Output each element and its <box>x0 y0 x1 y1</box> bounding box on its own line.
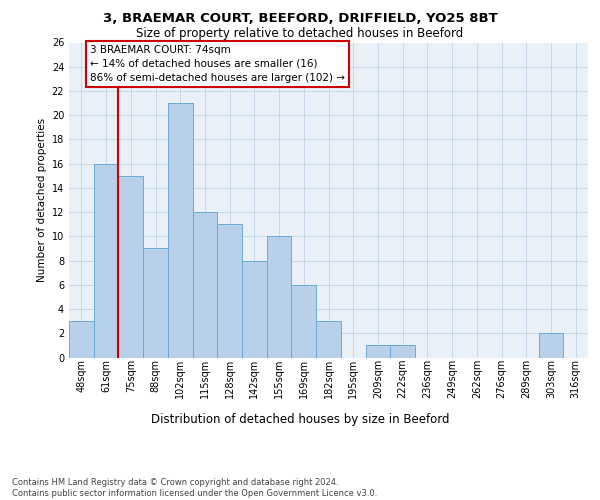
Bar <box>94 164 118 358</box>
Text: Size of property relative to detached houses in Beeford: Size of property relative to detached ho… <box>136 28 464 40</box>
Text: Contains HM Land Registry data © Crown copyright and database right 2024.
Contai: Contains HM Land Registry data © Crown c… <box>12 478 377 498</box>
Bar <box>168 103 193 358</box>
Bar <box>143 248 168 358</box>
Bar <box>267 236 292 358</box>
Bar <box>242 260 267 358</box>
Bar <box>539 334 563 357</box>
Bar <box>69 321 94 358</box>
Bar <box>316 321 341 358</box>
Y-axis label: Number of detached properties: Number of detached properties <box>37 118 47 282</box>
Text: 3 BRAEMAR COURT: 74sqm
← 14% of detached houses are smaller (16)
86% of semi-det: 3 BRAEMAR COURT: 74sqm ← 14% of detached… <box>90 45 345 83</box>
Text: 3, BRAEMAR COURT, BEEFORD, DRIFFIELD, YO25 8BT: 3, BRAEMAR COURT, BEEFORD, DRIFFIELD, YO… <box>103 12 497 26</box>
Bar <box>118 176 143 358</box>
Bar <box>193 212 217 358</box>
Bar <box>365 346 390 358</box>
Bar <box>217 224 242 358</box>
Bar <box>390 346 415 358</box>
Bar <box>292 285 316 358</box>
Text: Distribution of detached houses by size in Beeford: Distribution of detached houses by size … <box>151 412 449 426</box>
